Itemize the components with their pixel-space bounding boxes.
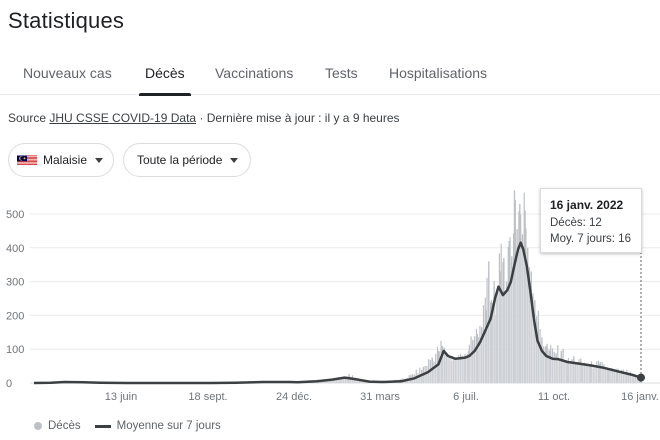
chart-labels: 0 100 200 300 400 500 13 juin 18 sept. 24 déc. 31… bbox=[6, 209, 659, 403]
tab-vaccinations[interactable]: Vaccinations bbox=[215, 65, 294, 81]
x-tick-label: 16 janv. bbox=[621, 391, 659, 403]
chevron-down-icon bbox=[95, 157, 104, 163]
source-link[interactable]: JHU CSSE COVID-19 Data bbox=[49, 111, 197, 125]
tab-tests[interactable]: Tests bbox=[325, 65, 358, 81]
average-area bbox=[34, 242, 641, 383]
tab-deces[interactable]: Décès bbox=[139, 52, 191, 96]
y-tick-label: 400 bbox=[6, 243, 24, 255]
y-tick-label: 300 bbox=[6, 277, 24, 289]
x-tick-label: 18 sept. bbox=[188, 391, 227, 403]
x-tick-label: 13 juin bbox=[105, 391, 137, 403]
y-tick-label: 100 bbox=[6, 344, 24, 356]
hover-point bbox=[637, 373, 645, 382]
x-tick-label: 24 déc. bbox=[276, 391, 312, 403]
deaths-chart[interactable]: 0 100 200 300 400 500 13 juin 18 sept. 24 déc. 31… bbox=[0, 185, 660, 417]
deaths-bars bbox=[34, 190, 642, 383]
y-tick-label: 500 bbox=[6, 209, 24, 221]
source-prefix: Source bbox=[8, 111, 47, 125]
x-tick-label: 31 mars bbox=[360, 391, 400, 403]
legend-deaths-label: Décès bbox=[48, 420, 81, 432]
period-label: Toute la période bbox=[137, 153, 223, 167]
y-tick-label: 0 bbox=[6, 378, 12, 390]
chevron-down-icon bbox=[230, 157, 239, 163]
y-tick-label: 200 bbox=[6, 310, 24, 322]
last-update-text: · Dernière mise à jour : il y a 9 heures bbox=[199, 111, 400, 125]
source-line: Source JHU CSSE COVID-19 Data · Dernière… bbox=[8, 111, 400, 125]
legend-average-label: Moyenne sur 7 jours bbox=[116, 420, 221, 432]
malaysia-flag-icon bbox=[17, 155, 37, 165]
x-tick-label: 11 oct. bbox=[538, 391, 570, 403]
page-title: Statistiques bbox=[8, 8, 125, 33]
chart-tooltip: 16 janv. 2022 Décès: 12 Moy. 7 jours: 16 bbox=[540, 188, 642, 253]
tab-nouveaux-cas[interactable]: Nouveaux cas bbox=[23, 65, 112, 81]
tooltip-date: 16 janv. 2022 bbox=[550, 198, 624, 212]
tooltip-average: Moy. 7 jours: 16 bbox=[550, 233, 631, 245]
average-line bbox=[33, 241, 642, 385]
legend-average-swatch bbox=[94, 424, 111, 428]
tab-bar: Nouveaux cas Décès Vaccinations Tests Ho… bbox=[0, 52, 660, 96]
period-dropdown[interactable]: Toute la période bbox=[123, 143, 251, 177]
region-dropdown[interactable]: Malaisie bbox=[8, 143, 114, 177]
chart-legend: Décès Moyenne sur 7 jours bbox=[34, 420, 221, 432]
x-tick-label: 6 juil. bbox=[453, 391, 479, 403]
tab-hospitalisations[interactable]: Hospitalisations bbox=[389, 65, 488, 81]
legend-deaths-swatch bbox=[34, 422, 42, 430]
tooltip-deaths: Décès: 12 bbox=[550, 217, 602, 229]
region-label: Malaisie bbox=[43, 153, 88, 167]
